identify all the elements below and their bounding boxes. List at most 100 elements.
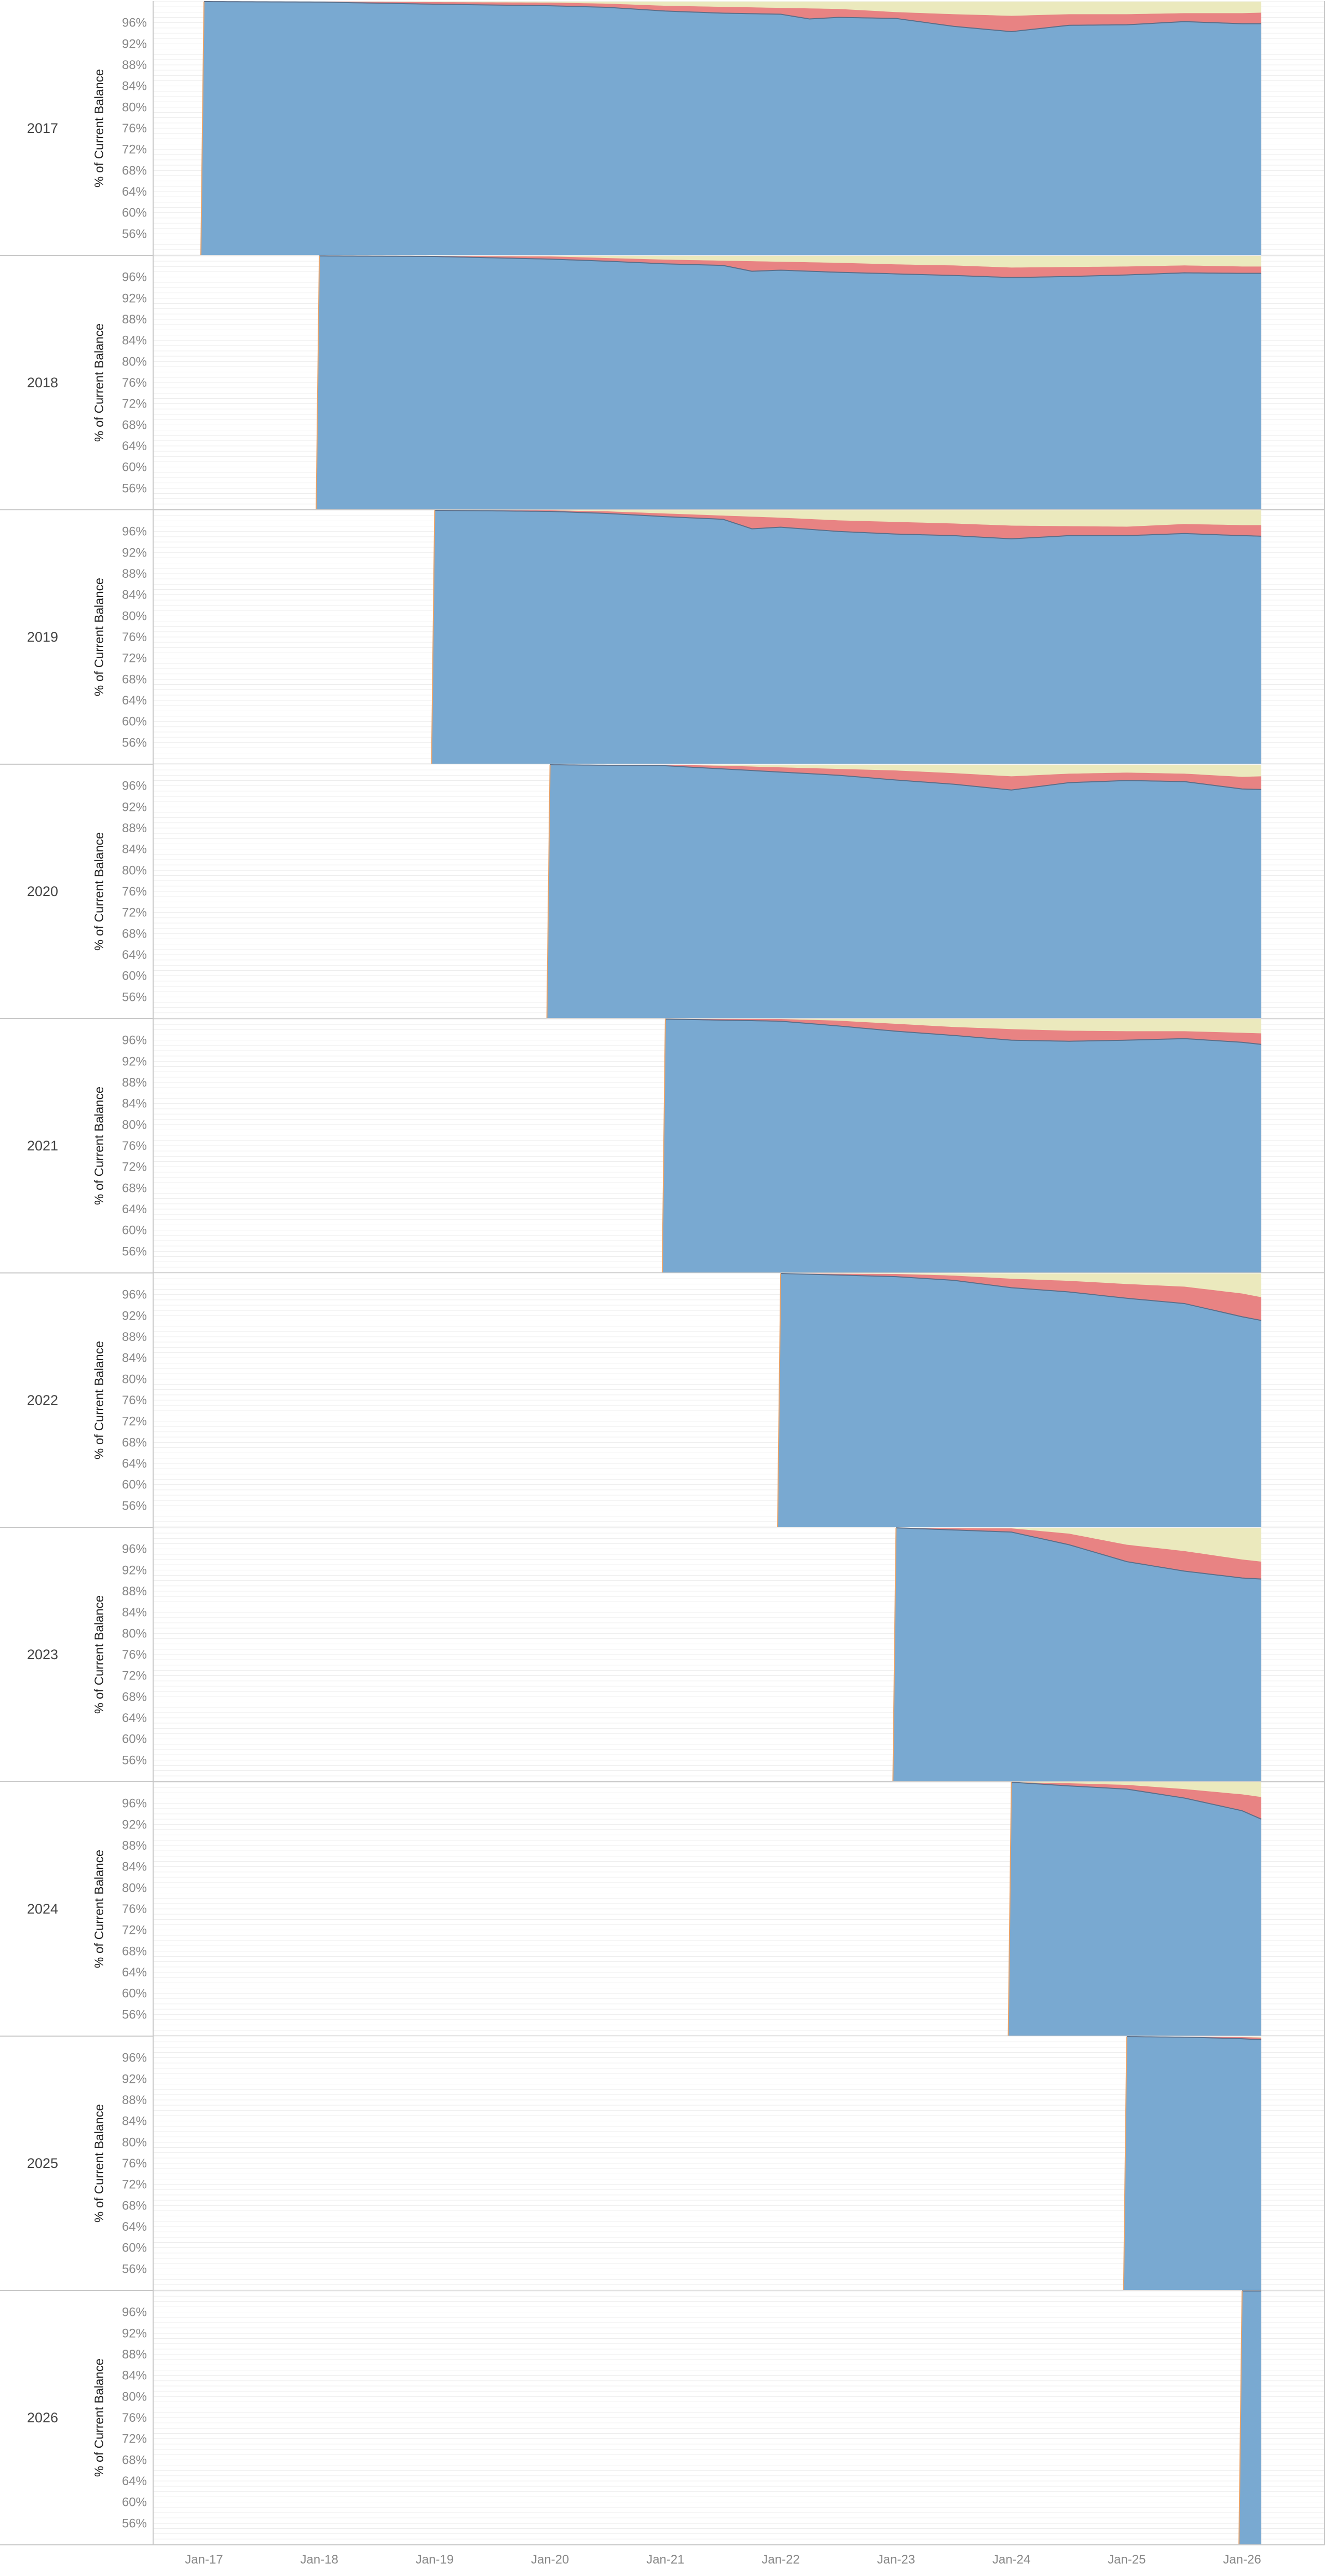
panel-2026: 96% 92% 88% 84% 80% 76% 72% 68% 64% 60% 56% % of Cu… [0,2290,1325,2545]
y-tick-label: 64% [122,1965,147,1980]
x-tick-label: Jan-23 [877,2553,915,2567]
x-tick-label: Jan-21 [646,2553,684,2567]
panel-2021: 96% 92% 88% 84% 80% 76% 72% 68% 64% 60% 56% % of Cu… [0,1019,1325,1273]
y-tick-label: 76% [122,1902,147,1916]
y-tick-label: 96% [122,270,147,284]
y-ticks: 96% 92% 88% 84% 80% 76% 72% 68% 64% 60% 56% [122,2306,147,2531]
y-tick-label: 68% [122,2199,147,2213]
y-tick-label: 72% [122,1923,147,1937]
panel-row-label: 2022 [27,1392,58,1408]
y-tick-label: 92% [122,800,147,814]
area-bottom-band [547,765,1262,1018]
panel-2023: 96% 92% 88% 84% 80% 76% 72% 68% 64% 60% 56% % of Cu… [0,1527,1325,1782]
y-tick-label: 72% [122,2432,147,2446]
panel-row-label: 2026 [27,2410,58,2425]
y-tick-label: 88% [122,2348,147,2362]
y-tick-label: 68% [122,672,147,686]
x-tick-label: Jan-24 [992,2553,1030,2567]
x-axis: Jan-17 Jan-18 Jan-19 Jan-20 Jan-21 Jan-22 Jan-… [153,2544,1325,2567]
y-tick-label: 60% [122,1987,147,2001]
y-tick-label: 96% [122,1288,147,1302]
y-tick-label: 96% [122,1034,147,1048]
area-bottom-band [1239,2291,1262,2544]
panel-row-label: 2020 [27,884,58,899]
y-tick-label: 84% [122,1351,147,1365]
y-tick-label: 60% [122,1732,147,1746]
y-tick-label: 88% [122,58,147,72]
y-ticks: 96% 92% 88% 84% 80% 76% 72% 68% 64% 60% 56% [122,779,147,1005]
y-tick-label: 60% [122,1478,147,1492]
area-start-edge [777,1273,782,1527]
y-tick-label: 88% [122,313,147,327]
y-tick-label: 56% [122,2008,147,2022]
y-tick-label: 68% [122,1181,147,1195]
panel-2024: 96% 92% 88% 84% 80% 76% 72% 68% 64% 60% 56% % of Cu… [0,1782,1325,2037]
y-tick-label: 84% [122,79,147,93]
x-tick-label: Jan-25 [1108,2553,1146,2567]
y-tick-label: 96% [122,779,147,793]
y-tick-label: 84% [122,588,147,602]
x-tick-label: Jan-26 [1223,2553,1261,2567]
y-tick-label: 80% [122,1372,147,1386]
y-tick-label: 64% [122,185,147,199]
y-tick-label: 64% [122,948,147,962]
y-tick-label: 72% [122,906,147,920]
bottom-band-edge [665,1019,1262,1045]
y-tick-label: 76% [122,2411,147,2425]
bottom-band-edge [1011,1782,1262,1820]
y-tick-label: 92% [122,2326,147,2340]
y-axis-title: % of Current Balance [92,1087,106,1205]
area-start-edge [316,255,320,510]
y-ticks: 96% 92% 88% 84% 80% 76% 72% 68% 64% 60% 56% [122,270,147,496]
panel-2025: 96% 92% 88% 84% 80% 76% 72% 68% 64% 60% 56% % of Cu… [0,2036,1325,2291]
y-tick-label: 92% [122,37,147,51]
area-start-edge [1007,1782,1012,2036]
y-tick-label: 72% [122,1160,147,1174]
y-tick-label: 68% [122,418,147,432]
y-tick-label: 80% [122,609,147,623]
y-ticks: 96% 92% 88% 84% 80% 76% 72% 68% 64% 60% 56% [122,1034,147,1259]
y-tick-label: 64% [122,694,147,708]
y-tick-label: 96% [122,1542,147,1556]
y-ticks: 96% 92% 88% 84% 80% 76% 72% 68% 64% 60% 56% [122,525,147,750]
area-start-edge [892,1527,897,1782]
area-start-edge [546,764,551,1019]
y-tick-label: 76% [122,885,147,899]
y-tick-label: 88% [122,1839,147,1853]
panel-2018: 96% 92% 88% 84% 80% 76% 72% 68% 64% 60% 56% % of Cu… [0,255,1325,510]
area-start-edge [1123,2036,1127,2290]
y-tick-label: 84% [122,1860,147,1874]
y-tick-label: 88% [122,1584,147,1598]
y-tick-label: 64% [122,1202,147,1216]
panel-row-label: 2024 [27,1901,58,1917]
y-axis-title: % of Current Balance [92,578,106,696]
y-tick-label: 84% [122,2114,147,2128]
y-tick-label: 88% [122,1076,147,1090]
panel-row-label: 2025 [27,2155,58,2171]
y-ticks: 96% 92% 88% 84% 80% 76% 72% 68% 64% 60% 56% [122,1542,147,1768]
bottom-band-edge [434,510,1262,539]
y-tick-label: 72% [122,2178,147,2192]
bottom-band-edge [550,764,1262,791]
y-tick-label: 80% [122,2390,147,2404]
area-start-edge [431,510,435,764]
area-start-edge [661,1019,666,1273]
x-tick-label: Jan-20 [531,2553,569,2567]
y-tick-label: 68% [122,1690,147,1704]
y-axis-title: % of Current Balance [92,1595,106,1714]
area-start-edge [200,1,205,255]
y-tick-label: 68% [122,1944,147,1958]
y-axis-title: % of Current Balance [92,69,106,187]
y-tick-label: 96% [122,16,147,30]
bottom-band-edge [203,1,1262,32]
y-tick-label: 80% [122,1881,147,1895]
y-ticks: 96% 92% 88% 84% 80% 76% 72% 68% 64% 60% 56% [122,1288,147,1513]
y-tick-label: 84% [122,1097,147,1111]
y-tick-label: 76% [122,121,147,135]
y-tick-label: 56% [122,2262,147,2276]
y-tick-label: 60% [122,715,147,729]
y-tick-label: 72% [122,652,147,666]
y-tick-label: 60% [122,206,147,220]
y-ticks: 96% 92% 88% 84% 80% 76% 72% 68% 64% 60% 56% [122,1797,147,2022]
